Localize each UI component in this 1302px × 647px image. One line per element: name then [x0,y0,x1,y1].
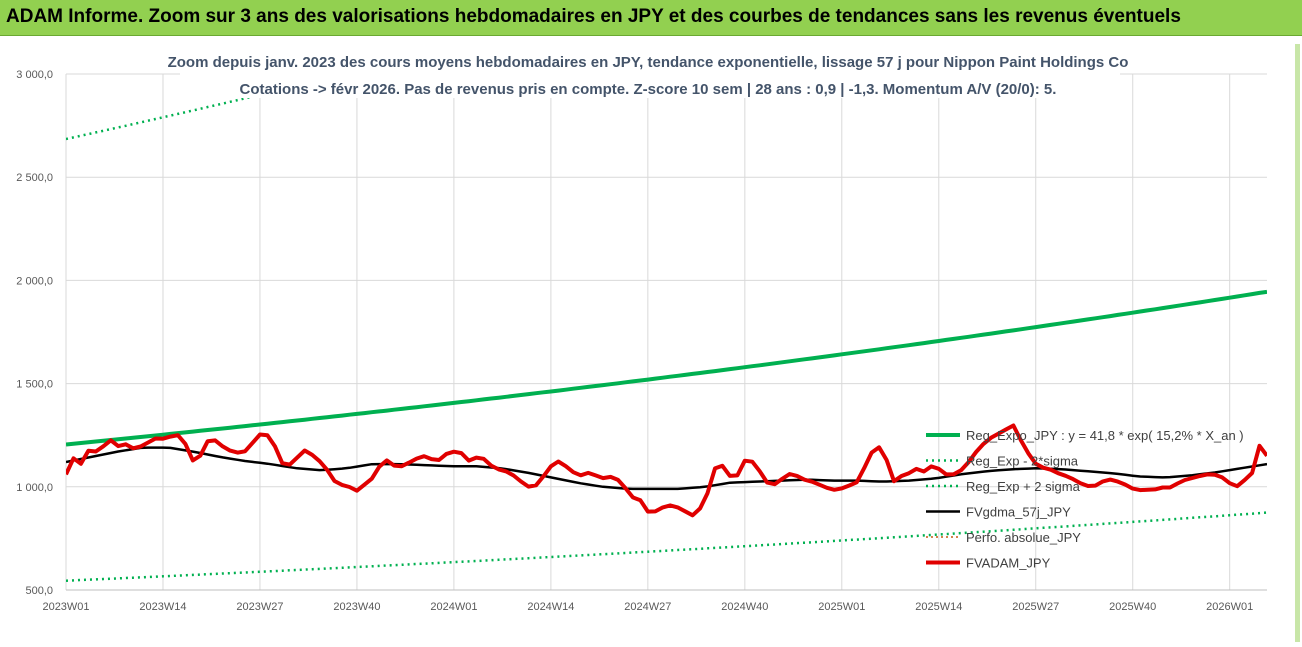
y-tick-label: 2 500,0 [16,172,53,184]
x-tick-label: 2025W27 [1012,601,1059,613]
legend-label: Reg_Exp + 2 sigma [966,479,1081,494]
x-tick-label: 2024W27 [624,601,671,613]
x-tick-label: 2023W27 [236,601,283,613]
y-tick-label: 3 000,0 [16,69,53,81]
x-tick-label: 2023W01 [42,601,89,613]
legend-label: Reg_Exp - 2*sigma [966,454,1079,469]
lower-band-line [66,511,1267,582]
legend: Reg_Expo_JPY : y = 41,8 * exp( 15,2% * X… [926,428,1244,571]
fv-adam-line [66,423,1267,518]
x-tick-label: 2023W14 [139,601,186,613]
title-backdrop [180,48,1120,98]
legend-label: FVADAM_JPY [966,556,1051,571]
x-tick-label: 2024W14 [527,601,574,613]
axes: 500,0 1 000,0 1 500,0 2 000,0 2 500,0 3 000,0… [16,69,1267,613]
vertical-scrollbar[interactable] [1295,44,1300,642]
report-banner: ADAM Informe. Zoom sur 3 ans des valoris… [0,0,1302,36]
x-tick-label: 2024W01 [430,601,477,613]
plot-area [66,74,1267,590]
moving-average-line [66,446,1267,491]
chart-title-line1: Zoom depuis janv. 2023 des cours moyens … [168,54,1129,71]
x-tick-label: 2025W40 [1109,601,1156,613]
x-tick-label: 2024W40 [721,601,768,613]
legend-label: Perfo. absolue_JPY [966,530,1081,545]
x-tick-label: 2023W40 [333,601,380,613]
series-group [66,74,1267,582]
legend-label: FVgdma_57j_JPY [966,505,1071,520]
report-banner-title: ADAM Informe. Zoom sur 3 ans des valoris… [6,6,1181,27]
chart: 500,0 1 000,0 1 500,0 2 000,0 2 500,0 3 000,0… [16,48,1267,613]
x-tick-label: 2025W01 [818,601,865,613]
y-tick-label: 2 000,0 [16,275,53,287]
legend-label: Reg_Expo_JPY : y = 41,8 * exp( 15,2% * X… [966,428,1244,443]
x-tick-label: 2025W14 [915,601,962,613]
y-tick-label: 1 000,0 [16,482,53,494]
y-tick-label: 1 500,0 [16,379,53,391]
x-tick-label: 2026W01 [1206,601,1253,613]
regression-line [66,289,1267,447]
chart-title-line2: Cotations -> févr 2026. Pas de revenus p… [240,81,1057,98]
y-tick-label: 500,0 [25,585,53,597]
